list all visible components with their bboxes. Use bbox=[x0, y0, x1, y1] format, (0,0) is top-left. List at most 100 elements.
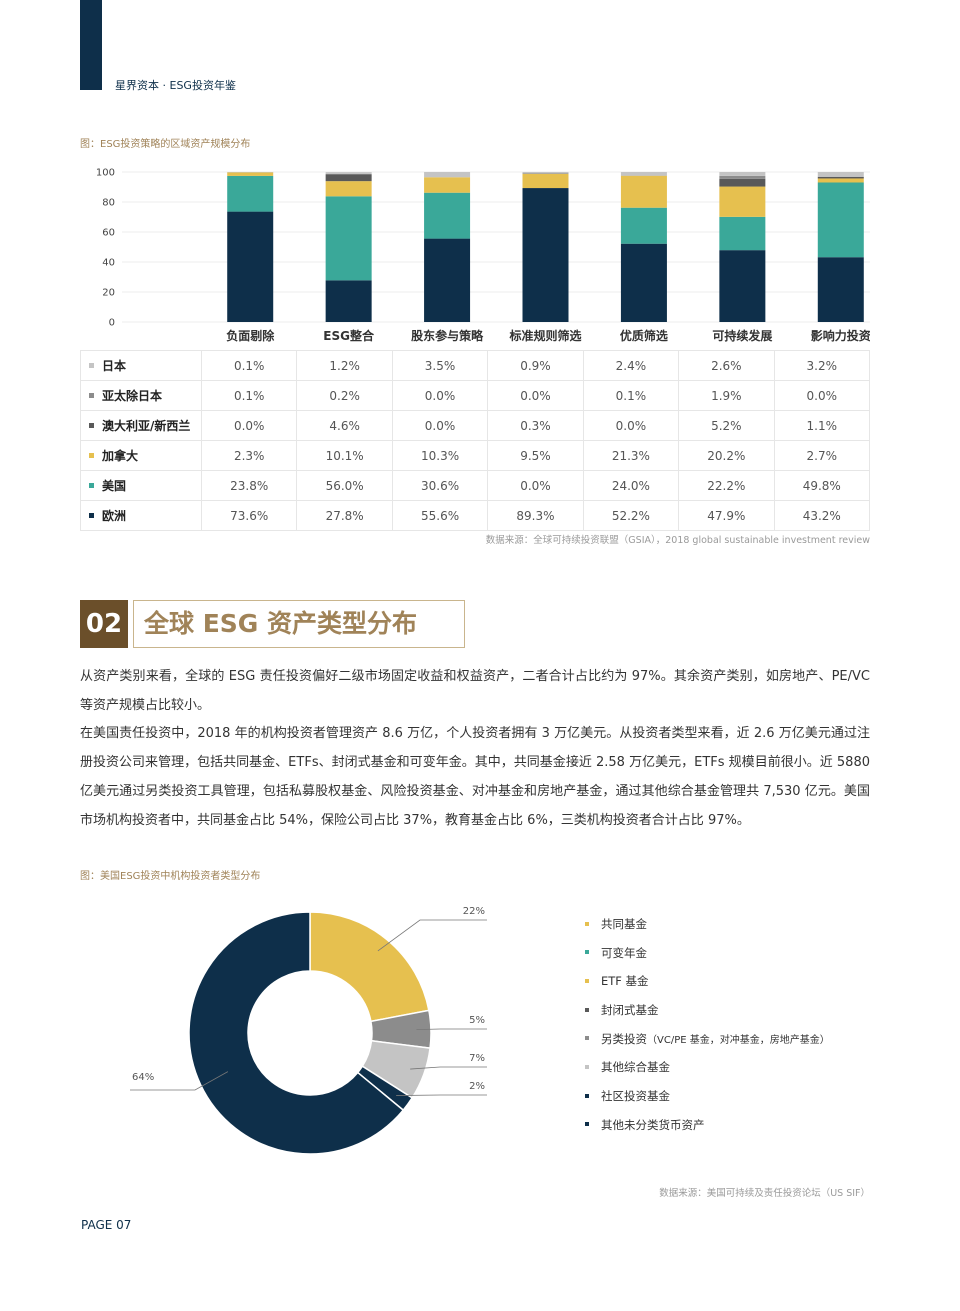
x-category-label: 标准规则筛选 bbox=[508, 328, 581, 343]
legend-swatch bbox=[89, 363, 94, 368]
legend-swatch bbox=[89, 453, 94, 458]
header-brand: 星界资本 · ESG投资年鉴 bbox=[115, 79, 236, 92]
donut-slice bbox=[309, 911, 430, 1023]
callout-line bbox=[416, 1028, 487, 1031]
legend-swatch bbox=[585, 921, 589, 926]
bar-segment bbox=[424, 238, 471, 322]
table-cell: 55.6% bbox=[392, 500, 489, 531]
donut-chart: 22% 5% 7% 2% 64% bbox=[130, 906, 487, 1155]
table-cell: 0.0% bbox=[583, 410, 680, 441]
legend-item: 其他未分类货币资产 bbox=[585, 1111, 830, 1140]
row-label: 欧洲 bbox=[80, 500, 202, 531]
table-cell: 43.2% bbox=[774, 500, 871, 531]
bar-segment bbox=[424, 172, 471, 178]
slice-label: 7% bbox=[469, 1053, 485, 1064]
table-cell: 3.2% bbox=[774, 350, 871, 381]
y-tick-label: 20 bbox=[102, 288, 115, 299]
callout-line bbox=[377, 919, 487, 952]
table-cell: 22.2% bbox=[678, 470, 775, 501]
bar-segment bbox=[522, 172, 569, 174]
legend-label: 其他综合基金 bbox=[601, 1060, 670, 1075]
bar-segment bbox=[325, 174, 372, 182]
table-cell: 1.9% bbox=[678, 380, 775, 411]
bar-segment bbox=[719, 250, 766, 322]
legend-item: 共同基金 bbox=[585, 910, 830, 939]
table-cell: 23.8% bbox=[201, 470, 298, 501]
bar-segment bbox=[719, 186, 766, 217]
table-cell: 1.1% bbox=[774, 410, 871, 441]
table-cell: 0.0% bbox=[487, 470, 584, 501]
stacked-bar-chart: 100 80 60 40 20 0 负面剔除 ESG整合 股东参与策略 标准规则筛选 优质筛选 可持续… bbox=[96, 168, 870, 343]
table-cell: 0.0% bbox=[201, 410, 298, 441]
callout-line bbox=[410, 1066, 487, 1070]
slice-label: 5% bbox=[469, 1015, 485, 1026]
section-title: 全球 ESG 资产类型分布 bbox=[133, 600, 465, 648]
series-name: 澳大利亚/新西兰 bbox=[102, 419, 191, 433]
table-cell: 0.9% bbox=[487, 350, 584, 381]
series-name: 加拿大 bbox=[102, 449, 139, 463]
bar-segment bbox=[424, 192, 471, 239]
table-row: 亚太除日本 0.1% 0.2% 0.0% 0.0% 0.1% 1.9% 0.0% bbox=[80, 380, 871, 411]
legend-swatch bbox=[585, 1122, 589, 1127]
table-cell: 5.2% bbox=[678, 410, 775, 441]
table-cell: 0.0% bbox=[392, 380, 489, 411]
series-name: 欧洲 bbox=[102, 509, 127, 523]
bar-segment bbox=[227, 172, 274, 176]
legend-swatch bbox=[89, 513, 94, 518]
table-cell: 0.2% bbox=[296, 380, 393, 411]
legend-swatch bbox=[89, 393, 94, 398]
slice-label: 2% bbox=[469, 1081, 485, 1092]
table-cell: 0.0% bbox=[774, 380, 871, 411]
bar-segment bbox=[325, 181, 372, 197]
bar-segment bbox=[817, 172, 864, 177]
legend-label: 其他未分类货币资产 bbox=[601, 1117, 705, 1132]
row-label: 加拿大 bbox=[80, 440, 202, 471]
data-table: 日本 0.1% 1.2% 3.5% 0.9% 2.4% 2.6% 3.2% 亚太除日本 0.1% 0… bbox=[80, 350, 871, 531]
section-number: 02 bbox=[80, 600, 128, 648]
x-category-label: 可持续发展 bbox=[712, 328, 772, 343]
series-name: 亚太除日本 bbox=[102, 389, 163, 403]
callout-line bbox=[130, 1071, 229, 1091]
y-tick-label: 80 bbox=[102, 198, 115, 209]
bar-segment bbox=[719, 216, 766, 251]
bar-segment bbox=[522, 173, 569, 189]
y-tick-label: 100 bbox=[96, 168, 115, 179]
bar-segment bbox=[817, 178, 864, 183]
legend-swatch bbox=[585, 978, 589, 983]
legend-item: 其他综合基金 bbox=[585, 1053, 830, 1082]
bar-segment bbox=[817, 182, 864, 258]
bar-segment bbox=[620, 207, 667, 244]
table-cell: 2.4% bbox=[583, 350, 680, 381]
legend-item: 封闭式基金 bbox=[585, 996, 830, 1025]
legend-swatch bbox=[585, 1064, 589, 1069]
table-cell: 89.3% bbox=[487, 500, 584, 531]
bar-segment bbox=[620, 175, 667, 208]
table-cell: 0.1% bbox=[201, 380, 298, 411]
table-row: 加拿大 2.3% 10.1% 10.3% 9.5% 21.3% 20.2% 2.7% bbox=[80, 440, 871, 471]
x-category-label: 影响力投资 bbox=[811, 328, 870, 343]
table-cell: 10.3% bbox=[392, 440, 489, 471]
table-cell: 30.6% bbox=[392, 470, 489, 501]
header-accent-bar bbox=[80, 0, 102, 90]
x-category-label: ESG整合 bbox=[323, 328, 375, 343]
legend-swatch bbox=[585, 950, 589, 955]
table-row: 日本 0.1% 1.2% 3.5% 0.9% 2.4% 2.6% 3.2% bbox=[80, 350, 871, 381]
y-tick-label: 60 bbox=[102, 228, 115, 239]
legend-label: 封闭式基金 bbox=[601, 1003, 659, 1018]
bar-segment bbox=[227, 211, 274, 322]
bar-segment bbox=[325, 196, 372, 281]
slice-label: 64% bbox=[132, 1072, 154, 1083]
legend-sublabel: （VC/PE 基金，对冲基金，房地产基金） bbox=[647, 1034, 830, 1046]
legend-swatch bbox=[89, 423, 94, 428]
row-label: 美国 bbox=[80, 470, 202, 501]
table-cell: 2.7% bbox=[774, 440, 871, 471]
x-category-label: 负面剔除 bbox=[226, 328, 275, 343]
donut-slice bbox=[188, 911, 405, 1155]
donut-legend: 共同基金 可变年金 ETF 基金 封闭式基金 另类投资（VC/PE 基金，对冲基金，房地… bbox=[585, 910, 830, 1140]
legend-item: 可变年金 bbox=[585, 939, 830, 968]
legend-item: 另类投资（VC/PE 基金，对冲基金，房地产基金） bbox=[585, 1025, 830, 1054]
table-cell: 0.0% bbox=[392, 410, 489, 441]
row-label: 亚太除日本 bbox=[80, 380, 202, 411]
bar-segment bbox=[325, 280, 372, 322]
table-cell: 4.6% bbox=[296, 410, 393, 441]
